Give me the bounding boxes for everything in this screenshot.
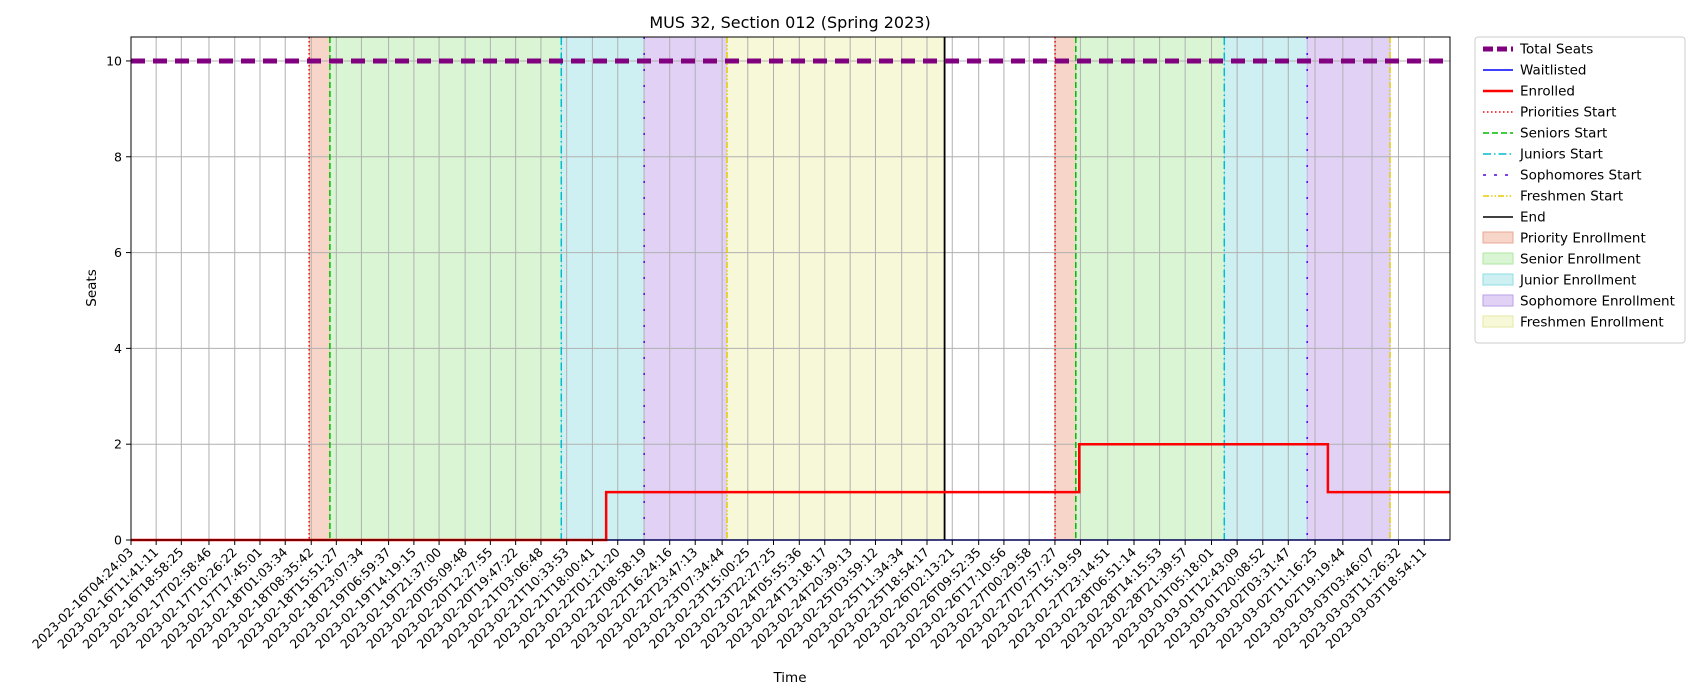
junior-enrollment-legend-swatch xyxy=(1482,273,1514,286)
y-tick-label: 4 xyxy=(114,341,122,356)
sophomore-enrollment-span-1 xyxy=(643,36,728,541)
plot-frame xyxy=(130,36,1451,541)
enrollment-spans xyxy=(308,36,1391,541)
juniors-start-legend-label: Juniors Start xyxy=(1519,147,1603,163)
enrolled-series xyxy=(131,442,1450,542)
chart-title: MUS 32, Section 012 (Spring 2023) xyxy=(649,13,930,32)
junior-enrollment-legend-label: Junior Enrollment xyxy=(1519,273,1636,289)
senior-enrollment-span-1 xyxy=(329,36,562,541)
senior-enrollment-span-2 xyxy=(1075,36,1225,541)
end-legend-label: End xyxy=(1520,210,1546,226)
y-tick-label: 2 xyxy=(114,437,122,452)
junior-enrollment-span-2 xyxy=(1223,36,1308,541)
y-tick-label: 0 xyxy=(114,533,122,548)
freshmen-start-legend-label: Freshmen Start xyxy=(1520,189,1623,205)
freshmen-enrollment-legend-label: Freshmen Enrollment xyxy=(1520,315,1664,331)
priority-enrollment-legend-swatch xyxy=(1482,231,1514,244)
y-tick-label: 8 xyxy=(114,149,122,164)
priority-enrollment-legend-label: Priority Enrollment xyxy=(1520,231,1646,247)
legend-box xyxy=(1474,36,1686,344)
sophomore-enrollment-span-2 xyxy=(1306,36,1391,541)
waitlisted-legend-label: Waitlisted xyxy=(1520,63,1587,79)
x-axis-ticks: 2023-02-16T04:24:032023-02-16T11:41:1120… xyxy=(29,540,1429,652)
sophomore-enrollment-legend-label: Sophomore Enrollment xyxy=(1520,294,1675,310)
x-axis-label: Time xyxy=(772,670,806,686)
priority-enrollment-span-2 xyxy=(1054,36,1077,541)
y-tick-label: 10 xyxy=(106,53,122,68)
y-axis-label: Seats xyxy=(84,269,100,306)
legend: Total Seats Waitlisted Enrolled Priorities … xyxy=(1474,36,1686,344)
seniors-start-legend-label: Seniors Start xyxy=(1520,126,1607,142)
enrolled-legend-label: Enrolled xyxy=(1520,84,1575,100)
freshmen-enrollment-legend-swatch xyxy=(1482,315,1514,328)
junior-enrollment-span-1 xyxy=(560,36,645,541)
y-axis-ticks: 0 2 4 6 8 10 xyxy=(106,53,131,548)
freshmen-enrollment-span-1 xyxy=(726,36,945,541)
total-seats-legend-label: Total Seats xyxy=(1519,42,1593,58)
y-tick-label: 6 xyxy=(114,245,122,260)
senior-enrollment-legend-swatch xyxy=(1482,252,1514,265)
sophomore-enrollment-legend-swatch xyxy=(1482,294,1514,307)
sophomores-start-legend-label: Sophomores Start xyxy=(1520,168,1642,184)
senior-enrollment-legend-label: Senior Enrollment xyxy=(1520,252,1641,268)
phase-start-lines xyxy=(308,37,1391,540)
priority-enrollment-span-1 xyxy=(308,36,331,541)
priorities-start-legend-label: Priorities Start xyxy=(1520,105,1616,121)
